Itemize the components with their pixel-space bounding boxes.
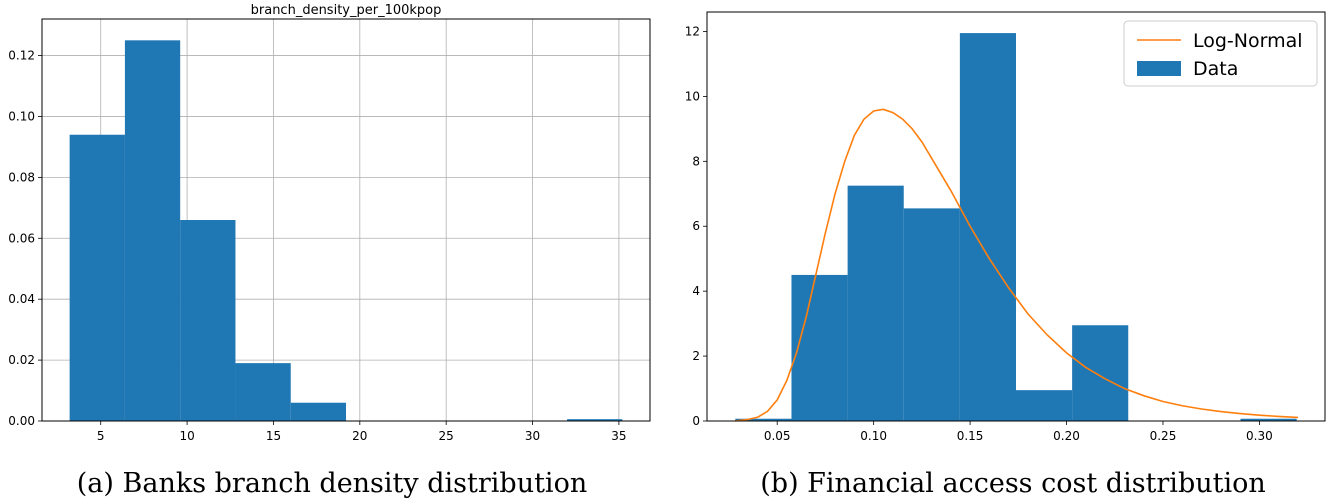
y-tick-label: 4 (692, 284, 700, 298)
histogram-bar (567, 419, 623, 421)
y-tick-label: 8 (692, 154, 700, 168)
histogram-bar (847, 185, 904, 421)
panel-b-y-ticks: 0 2 4 6 8 10 12 (685, 24, 707, 428)
x-tick-label: 0.30 (1246, 429, 1273, 443)
panel-a-title: branch_density_per_100kpop (251, 3, 442, 18)
histogram-bar (1240, 418, 1297, 421)
histogram-bar (791, 274, 848, 421)
histogram-bar (69, 134, 125, 421)
panel-a-chart: branch_density_per_100kpop 5 10 15 20 25 30 35… (8, 3, 651, 499)
x-tick-label: 30 (525, 429, 540, 443)
histogram-bar (180, 220, 236, 421)
y-tick-label: 0.12 (8, 49, 35, 63)
panel-a-x-ticks: 5 10 15 20 25 30 35 (97, 421, 627, 443)
y-tick-label: 0.08 (8, 170, 35, 184)
y-tick-label: 0.04 (8, 292, 35, 306)
x-tick-label: 0.10 (860, 429, 887, 443)
panel-a-bars (69, 40, 623, 422)
panel-b-chart: 0.05 0.10 0.15 0.20 0.25 0.30 0 2 4 6 8 10 12 Log-N… (685, 11, 1326, 499)
histogram-bar (124, 40, 181, 422)
x-tick-label: 15 (266, 429, 281, 443)
panel-b-caption: (b) Financial access cost distribution (760, 468, 1266, 499)
panel-b-x-ticks: 0.05 0.10 0.15 0.20 0.25 0.30 (764, 421, 1273, 443)
histogram-bar (290, 402, 346, 421)
x-tick-label: 25 (439, 429, 454, 443)
y-tick-label: 0.06 (8, 231, 35, 245)
x-tick-label: 20 (352, 429, 367, 443)
panel-b-plot-frame (706, 11, 1326, 422)
histogram-bar (1016, 390, 1073, 421)
panel-b-bars (735, 33, 1297, 421)
y-tick-label: 12 (685, 24, 700, 38)
x-tick-label: 0.20 (1053, 429, 1080, 443)
histogram-bar (235, 363, 291, 421)
x-tick-label: 0.05 (764, 429, 791, 443)
y-tick-label: 0.02 (8, 353, 35, 367)
histogram-bar (959, 33, 1016, 421)
y-tick-label: 0.10 (8, 109, 35, 123)
x-tick-label: 5 (97, 429, 105, 443)
x-tick-label: 0.15 (957, 429, 984, 443)
panel-b-legend: Log-Normal Data (1123, 20, 1318, 87)
panel-b-lognormal-curve (734, 108, 1299, 422)
histogram-bar (1072, 325, 1129, 421)
legend-bar-swatch (1137, 61, 1181, 76)
legend-label-data: Data (1193, 58, 1238, 80)
y-tick-label: 10 (685, 89, 700, 103)
y-tick-label: 2 (692, 349, 700, 363)
panel-a-y-ticks: 0.00 0.02 0.04 0.06 0.08 0.10 0.12 (8, 49, 42, 428)
panel-a-plot-frame (41, 18, 651, 422)
y-tick-label: 6 (692, 219, 700, 233)
histogram-bar (735, 418, 792, 421)
histogram-bar (903, 208, 960, 421)
legend-label-lognormal: Log-Normal (1193, 30, 1303, 52)
y-tick-label: 0.00 (8, 414, 35, 428)
y-tick-label: 0 (692, 414, 700, 428)
x-tick-label: 35 (611, 429, 626, 443)
x-tick-label: 10 (179, 429, 194, 443)
panel-a-caption: (a) Banks branch density distribution (77, 468, 587, 499)
x-tick-label: 0.25 (1150, 429, 1177, 443)
